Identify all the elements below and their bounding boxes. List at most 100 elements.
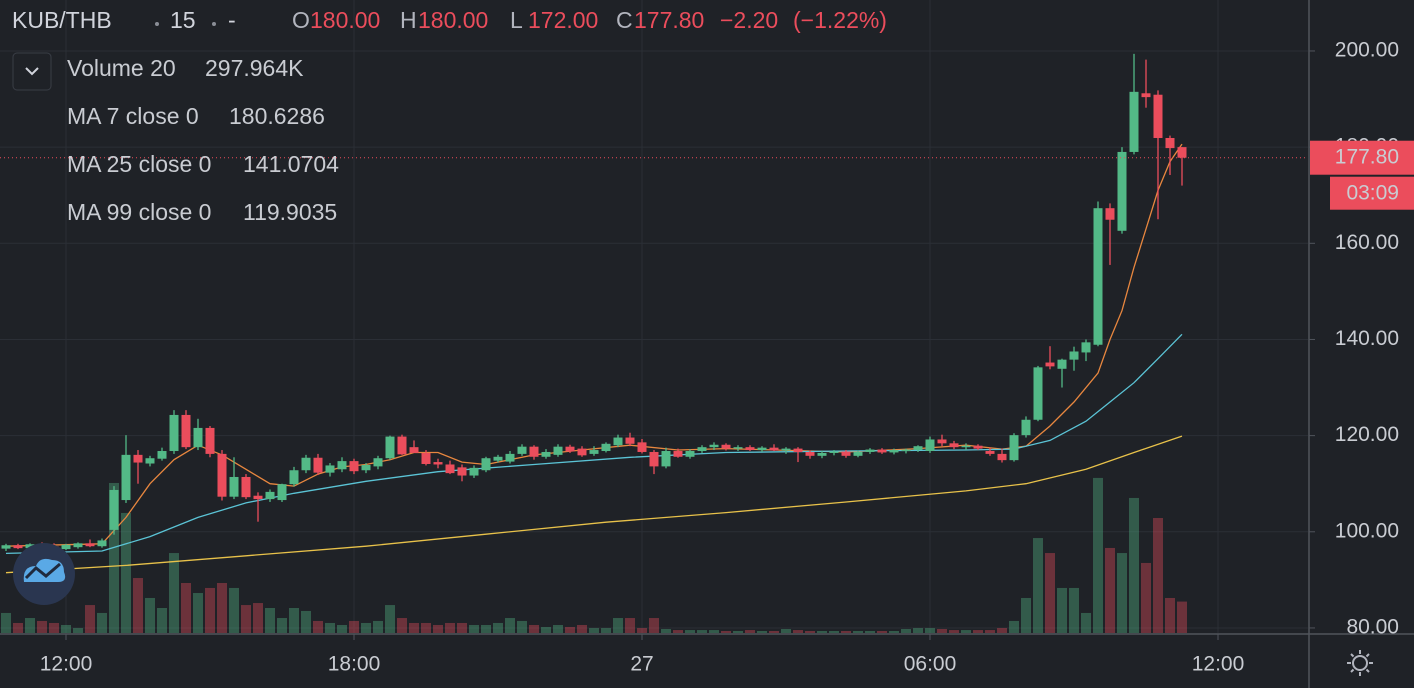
volume-bar [25, 618, 35, 633]
candle-body [601, 443, 611, 452]
volume-bar [757, 630, 767, 633]
candle-body [613, 437, 623, 446]
candle-body [853, 451, 863, 456]
volume-bar [325, 622, 335, 633]
interval: 15 [170, 7, 196, 33]
volume-bar [1057, 587, 1067, 633]
volume-bar [493, 622, 503, 633]
candle-body [313, 457, 323, 473]
volume-bar [961, 630, 971, 633]
countdown-box [1330, 176, 1414, 210]
volume-bar [697, 630, 707, 633]
volume-bar [205, 587, 215, 633]
volume-bar [1117, 553, 1127, 633]
collapse-button[interactable] [12, 52, 52, 91]
y-tick-label: 200.00 [1335, 39, 1399, 62]
volume-bar [397, 618, 407, 633]
x-tick-label: 18:00 [328, 653, 381, 676]
candle-body [373, 458, 383, 467]
candle-body [253, 495, 263, 500]
volume-bar [265, 607, 275, 633]
collapse-button-box[interactable] [12, 52, 52, 91]
ma-legend-name: MA 7 close 0 [67, 103, 199, 129]
candle-body [133, 454, 143, 463]
volume-bar [241, 605, 251, 633]
volume-bar [901, 628, 911, 633]
candle-body [433, 462, 443, 465]
volume-bar [1165, 597, 1175, 633]
candle-body [193, 427, 203, 448]
volume-bar [805, 630, 815, 633]
change: −2.20 [720, 7, 778, 33]
settings-gear[interactable] [1352, 655, 1368, 671]
x-tick-label: 27 [630, 653, 653, 676]
candle-body [1117, 151, 1127, 231]
volume-bar [721, 630, 731, 633]
ohlc-value: 180.00 [418, 7, 488, 33]
candle-body [577, 448, 587, 456]
volume-layer [1, 477, 1187, 633]
volume-bar [217, 582, 227, 633]
x-tick-label: 12:00 [1192, 653, 1245, 676]
symbol: KUB/THB [12, 7, 112, 33]
candle-body [1, 545, 11, 549]
candle-body [217, 453, 227, 497]
candle-body [1129, 91, 1139, 152]
candle-body [973, 445, 983, 449]
candle-body [889, 450, 899, 453]
candle-body [793, 448, 803, 452]
exchange: - [228, 7, 236, 33]
candle-body [1153, 94, 1163, 138]
candle-body [445, 464, 455, 474]
volume-bar [157, 607, 167, 633]
ma-legend-value: 141.0704 [243, 151, 339, 177]
volume-bar [649, 618, 659, 633]
candle-body [457, 467, 467, 476]
candle-body [25, 544, 35, 549]
volume-bar [49, 622, 59, 633]
volume-bar [13, 622, 23, 633]
candle-body [361, 464, 371, 471]
chevron-icon [25, 67, 39, 76]
volume-bar [1081, 612, 1091, 633]
candle-body [997, 453, 1007, 461]
candle-body [985, 451, 995, 454]
volume-bar [949, 630, 959, 633]
separator [212, 22, 216, 26]
candle-body [385, 436, 395, 459]
candle-body [817, 452, 827, 456]
candle-body [1057, 359, 1067, 369]
volume-bar [289, 607, 299, 633]
candle-body [1093, 208, 1103, 345]
candle-body [301, 457, 311, 471]
volume-bar [925, 628, 935, 633]
volume-bar [601, 628, 611, 633]
candle-body [565, 446, 575, 452]
candle-body [181, 414, 191, 448]
volume-bar [1045, 553, 1055, 633]
candle-body [421, 452, 431, 464]
candle-body [841, 451, 851, 456]
candle-body [1009, 435, 1019, 461]
candle-body [757, 447, 767, 451]
volume-bar [481, 624, 491, 633]
logo[interactable] [13, 543, 75, 605]
volume-bar [445, 622, 455, 633]
candle-body [337, 461, 347, 470]
volume-bar [517, 620, 527, 633]
volume-bar [313, 620, 323, 633]
settings-button[interactable] [1347, 650, 1373, 676]
volume-bar [421, 622, 431, 633]
ohlc-value: 172.00 [528, 7, 598, 33]
logo-cloud [23, 558, 66, 582]
volume-bar [889, 630, 899, 633]
volume-bar [37, 620, 47, 633]
candle-body [673, 451, 683, 457]
volume-bar [853, 630, 863, 633]
volume-bar [817, 630, 827, 633]
candle-body [661, 451, 671, 467]
volume-bar [673, 630, 683, 633]
candle-body [913, 446, 923, 451]
